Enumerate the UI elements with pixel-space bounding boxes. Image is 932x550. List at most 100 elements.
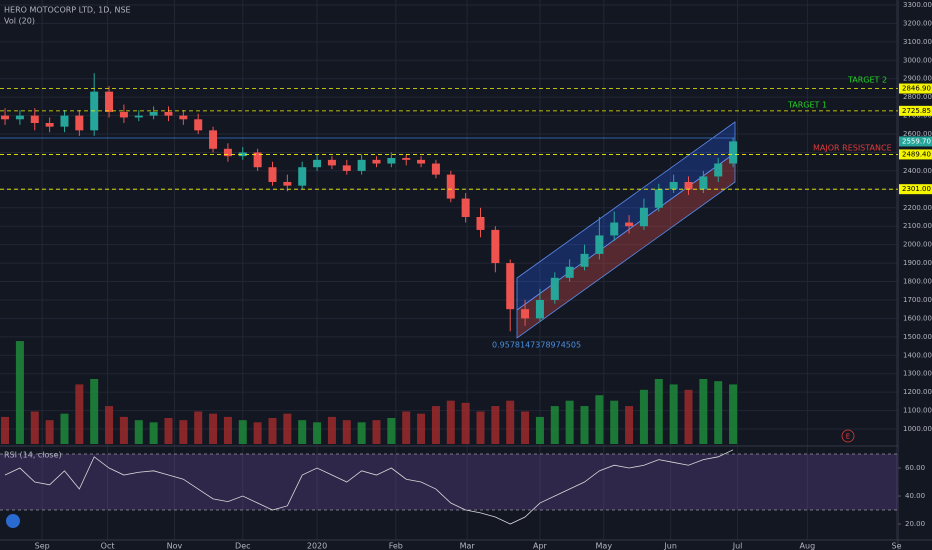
volume-bar bbox=[223, 416, 232, 444]
volume-bar bbox=[461, 402, 470, 444]
level-label-bg bbox=[899, 149, 932, 160]
y-tick-label: 1600.00 bbox=[903, 314, 932, 322]
y-tick-label: 3000.00 bbox=[903, 56, 932, 64]
volume-bar bbox=[298, 420, 307, 444]
level-label: 2489.40 bbox=[902, 150, 931, 158]
candle-body bbox=[714, 163, 723, 177]
rsi-band bbox=[0, 454, 898, 511]
annotation-target-2: TARGET 2 bbox=[847, 76, 887, 85]
y-tick-label: 1400.00 bbox=[903, 351, 932, 359]
annotation-resistance: MAJOR RESISTANCE bbox=[813, 144, 892, 153]
volume-bar bbox=[179, 420, 188, 444]
candle-body bbox=[506, 263, 515, 310]
volume-bar bbox=[402, 411, 411, 444]
volume-bar bbox=[1, 416, 10, 444]
y-tick-label: 2400.00 bbox=[903, 167, 932, 175]
rsi-label: RSI (14, close) bbox=[4, 451, 62, 460]
candle-body bbox=[357, 159, 366, 171]
volume-bar bbox=[699, 379, 708, 444]
volume-bar bbox=[268, 418, 277, 444]
volume-bar bbox=[90, 379, 99, 444]
y-tick-label: 1100.00 bbox=[903, 407, 932, 415]
x-tick-label: May bbox=[596, 542, 613, 550]
volume-bar bbox=[164, 418, 173, 444]
y-tick-label: 3300.00 bbox=[903, 1, 932, 9]
y-tick-label: 2800.00 bbox=[903, 93, 932, 101]
candle-body bbox=[431, 163, 440, 175]
candle-body bbox=[491, 229, 500, 264]
candle-body bbox=[461, 198, 470, 217]
candle-body bbox=[550, 277, 559, 300]
events-icon[interactable] bbox=[841, 429, 855, 443]
y-tick-label: 1900.00 bbox=[903, 259, 932, 267]
y-tick-label: 2600.00 bbox=[903, 130, 932, 138]
candle-body bbox=[30, 115, 39, 123]
candle-body bbox=[417, 159, 426, 164]
volume-bar bbox=[714, 381, 723, 444]
y-tick-label: 1700.00 bbox=[903, 296, 932, 304]
candle-body bbox=[535, 299, 544, 319]
volume-bar bbox=[550, 406, 559, 444]
level-label-bg bbox=[899, 83, 932, 94]
volume-bar bbox=[476, 411, 485, 444]
volume-bar bbox=[283, 413, 292, 444]
volume-bar bbox=[313, 422, 322, 444]
volume-bar bbox=[610, 400, 619, 444]
volume-bar bbox=[387, 418, 396, 444]
volume-bar bbox=[357, 422, 366, 444]
candle-body bbox=[476, 217, 485, 230]
volume-bar bbox=[209, 413, 218, 444]
candle-body bbox=[402, 158, 411, 160]
annotation-target-1: TARGET 1 bbox=[787, 101, 827, 110]
volume-bar bbox=[580, 406, 589, 444]
candle-body bbox=[387, 158, 396, 164]
x-tick-label: Sep bbox=[35, 542, 50, 550]
candle-body bbox=[283, 181, 292, 186]
candle-body bbox=[639, 207, 648, 227]
volume-bar bbox=[669, 384, 678, 444]
chart-title: HERO MOTOCORP LTD, 1D, NSE bbox=[4, 6, 131, 15]
volume-bar bbox=[327, 416, 336, 444]
rsi-tick-label: 20.00 bbox=[905, 520, 925, 528]
y-tick-label: 1800.00 bbox=[903, 278, 932, 286]
rsi-tick-label: 40.00 bbox=[905, 492, 925, 500]
candle-body bbox=[580, 253, 589, 267]
volume-bar bbox=[60, 413, 69, 444]
y-tick-label: 2900.00 bbox=[903, 75, 932, 83]
candle-body bbox=[684, 181, 693, 190]
candle-body bbox=[327, 159, 336, 166]
volume-bar bbox=[639, 389, 648, 444]
candle-body bbox=[45, 122, 54, 127]
volume-bar bbox=[149, 422, 158, 444]
x-tick-label: Dec bbox=[235, 542, 250, 550]
volume-bar bbox=[75, 384, 84, 444]
x-tick-label: Oct bbox=[101, 542, 115, 550]
level-label: 2301.00 bbox=[902, 185, 931, 193]
volume-bar bbox=[684, 389, 693, 444]
volume-bar bbox=[342, 420, 351, 444]
volume-bar bbox=[134, 420, 143, 444]
events-icon-label[interactable]: E bbox=[846, 433, 850, 441]
volume-bar bbox=[45, 420, 54, 444]
volume-bar bbox=[238, 420, 247, 444]
volume-bar bbox=[30, 411, 39, 444]
candle-body bbox=[75, 115, 84, 131]
y-tick-label: 3200.00 bbox=[903, 19, 932, 27]
candle-body bbox=[595, 235, 604, 254]
logo[interactable] bbox=[6, 514, 20, 528]
level-label: 2846.90 bbox=[902, 85, 931, 93]
volume-bar bbox=[431, 406, 440, 444]
level-label-bg bbox=[899, 105, 932, 116]
candle-body bbox=[521, 309, 530, 319]
volume-bar bbox=[491, 406, 500, 444]
volume-bar bbox=[595, 395, 604, 444]
candle-body bbox=[60, 115, 69, 127]
candle-body bbox=[194, 119, 203, 131]
rsi-tick-label: 60.00 bbox=[905, 464, 925, 472]
y-tick-label: 2000.00 bbox=[903, 241, 932, 249]
volume-bar bbox=[194, 411, 203, 444]
candle-body bbox=[119, 111, 128, 118]
volume-bar bbox=[15, 341, 24, 444]
x-tick-label: 2020 bbox=[307, 542, 327, 550]
